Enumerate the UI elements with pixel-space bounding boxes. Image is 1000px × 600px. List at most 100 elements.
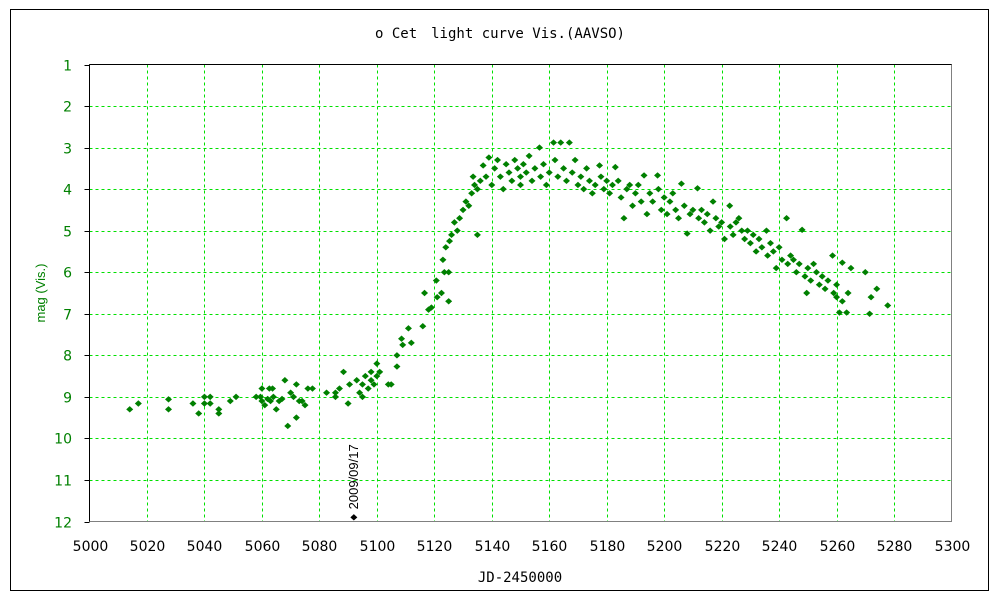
data-point [666,198,674,205]
data-point [519,161,527,168]
data-point [844,289,852,297]
data-point [364,385,372,392]
data-point [672,206,680,214]
x-tick-label: 5040 [187,539,223,555]
data-point [200,400,208,407]
y-tick-label: 5 [63,225,72,241]
data-point [494,156,502,164]
data-point [482,173,490,180]
data-point [165,396,173,403]
data-point [591,181,599,189]
data-point [440,269,448,276]
data-point [769,248,777,255]
data-point [421,289,429,297]
x-tick-label: 5060 [245,539,281,555]
data-point [453,227,461,234]
data-point [373,360,381,367]
data-point [545,169,553,176]
data-point [626,181,634,189]
data-point [206,400,214,407]
data-point [267,397,275,405]
data-point [600,185,608,193]
data-point [654,172,662,179]
data-point [818,273,826,280]
data-point [689,206,697,214]
data-point [847,264,855,272]
data-point [189,400,197,407]
data-point [308,385,316,392]
data-point [373,372,381,380]
data-point [709,198,717,205]
data-point [473,185,481,193]
data-point [281,377,289,384]
chart-title: ο Cet light curve Vis.(AAVSO) [375,26,625,42]
data-point [620,215,628,222]
data-point [729,231,737,239]
data-point [358,381,366,388]
data-point [838,298,846,305]
data-point [344,400,352,407]
y-tick-label: 1 [63,59,72,75]
data-point [833,293,841,301]
y-tick-label: 7 [63,308,72,324]
data-point [657,206,665,214]
data-point [542,181,550,189]
data-point [398,335,406,342]
y-tick-label: 11 [54,474,72,490]
data-point [654,185,662,193]
y-tick-label: 9 [63,391,72,407]
data-point [517,181,524,189]
data-point [278,395,286,403]
data-point [683,230,691,237]
data-point [585,177,593,185]
data-point [755,235,763,243]
data-point [783,215,791,222]
data-point [551,156,559,164]
data-point [775,244,783,251]
data-point [643,210,651,218]
data-point [749,231,757,239]
data-point [387,381,395,388]
data-point [726,202,734,209]
data-point [215,410,223,417]
data-point [200,393,208,401]
data-point [574,181,582,189]
data-point [261,401,269,409]
data-point [557,139,565,146]
x-tick-label: 5100 [360,539,396,555]
data-point [873,285,881,293]
data-point [623,185,631,193]
data-point [634,181,642,189]
data-point [810,260,818,268]
data-point [835,309,843,316]
x-tick-label: 5000 [73,539,109,555]
highlight-point [350,514,358,521]
grid [84,64,952,523]
data-point [331,389,339,396]
data-point [485,154,493,161]
data-point [698,206,706,214]
data-point [356,389,364,396]
data-point [606,190,614,197]
data-point [445,298,453,305]
data-point [258,385,266,392]
data-point [829,252,837,259]
data-point [298,397,306,405]
data-point [695,215,703,222]
x-axis-label: JD-2450000 [478,570,562,586]
data-point [746,239,754,247]
y-tick-label: 4 [63,183,72,199]
data-point [732,219,740,226]
y-tick-label: 6 [63,266,72,282]
data-point [703,210,711,218]
data-point [450,219,458,226]
data-point [789,256,797,263]
data-point [399,341,407,349]
data-point [752,248,760,255]
x-tick-label: 5140 [475,539,511,555]
data-point [766,239,774,247]
data-point [603,177,611,185]
x-tick-label: 5300 [935,539,971,555]
data-point [502,161,510,168]
x-tick-label: 5020 [130,539,166,555]
